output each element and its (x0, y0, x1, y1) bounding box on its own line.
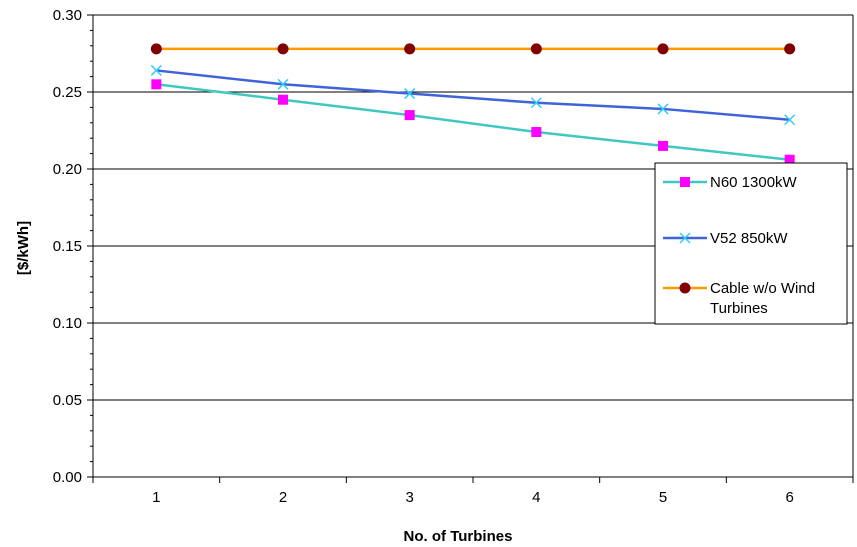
series-3 (150, 43, 796, 55)
data-point (530, 97, 542, 109)
x-axis-ticks: 1 2 3 4 5 6 (92, 477, 854, 506)
series-line (156, 83, 790, 162)
y-axis-title: [$/kWh] (15, 221, 32, 275)
data-point (404, 88, 416, 100)
data-point (658, 140, 668, 151)
series-line (156, 69, 790, 121)
x-tick-label: 3 (405, 489, 413, 506)
legend-label: Cable w/o Wind Turbines (710, 280, 815, 317)
data-point (404, 43, 416, 55)
y-tick-label: 0.30 (53, 7, 82, 24)
x-tick-label: 4 (532, 489, 540, 506)
y-axis-ticks: 0.00 0.05 0.10 0.15 0.20 0.25 0.30 (53, 7, 93, 486)
legend-box (654, 162, 848, 325)
x-marker-stroke (657, 103, 669, 115)
data-point (784, 154, 795, 165)
legend-label: V52 850kW (710, 230, 788, 247)
legend-marker (679, 282, 691, 294)
data-point (277, 43, 289, 55)
y-tick-label: 0.20 (53, 161, 82, 178)
series-layer (150, 43, 796, 165)
y-tick-label: 0.10 (53, 315, 82, 332)
legend-marker (680, 177, 690, 187)
data-point (151, 79, 162, 90)
legend-label: N60 1300kW (710, 174, 798, 191)
x-marker-stroke (784, 114, 796, 126)
y-tick-label: 0.00 (53, 469, 82, 486)
x-tick-label: 5 (659, 489, 667, 506)
series-1 (151, 79, 795, 165)
data-point (657, 103, 669, 115)
x-tick-label: 1 (152, 489, 160, 506)
x-axis-title: No. of Turbines (404, 528, 513, 545)
y-tick-label: 0.15 (53, 238, 82, 255)
x-marker-stroke (679, 232, 691, 244)
data-point (150, 64, 162, 76)
data-point (150, 43, 162, 55)
legend: N60 1300kW V52 850kW Cable w/o Wind Turbine… (654, 162, 848, 325)
legend-label-line: Turbines (710, 300, 768, 317)
x-marker-stroke (530, 97, 542, 109)
y-tick-label: 0.25 (53, 84, 82, 101)
legend-entry: V52 850kW (663, 230, 788, 247)
legend-entry: N60 1300kW (663, 174, 798, 191)
data-point (657, 43, 669, 55)
y-tick-label: 0.05 (53, 392, 82, 409)
data-point (784, 43, 796, 55)
x-tick-label: 6 (785, 489, 793, 506)
data-point (404, 110, 415, 121)
x-marker-stroke (150, 64, 162, 76)
x-marker-stroke (404, 88, 416, 100)
legend-entry: Cable w/o Wind Turbines (663, 280, 815, 317)
x-tick-label: 2 (279, 489, 287, 506)
data-point (784, 114, 796, 126)
data-point (277, 78, 289, 90)
series-2 (150, 64, 796, 126)
data-point (530, 43, 542, 55)
data-point (531, 127, 542, 138)
data-point (278, 94, 288, 105)
x-marker-stroke (277, 78, 289, 90)
legend-label-line: Cable w/o Wind (710, 280, 815, 297)
legend-marker (679, 232, 691, 244)
